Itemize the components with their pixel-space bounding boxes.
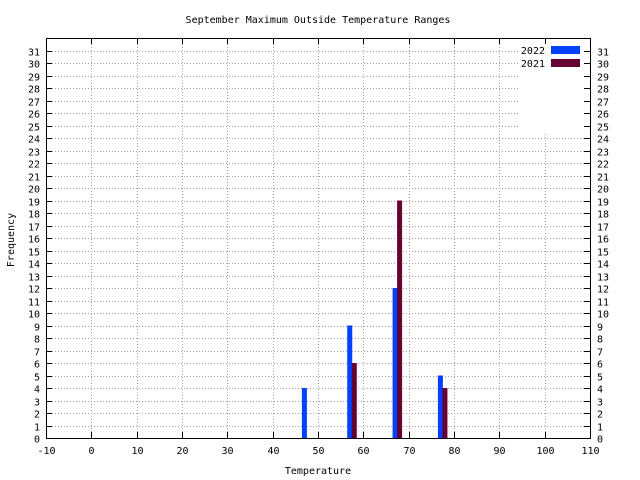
y-tick-label-right: 15 xyxy=(597,248,609,259)
y-tick-label: 12 xyxy=(28,285,40,296)
y-tick-label-right: 20 xyxy=(597,185,609,196)
y-tick-label-right: 10 xyxy=(597,310,609,321)
y-tick-label: 22 xyxy=(28,160,40,171)
y-tick-label-right: 21 xyxy=(597,173,609,184)
y-tick-label: 10 xyxy=(28,310,40,321)
x-tick-label: 50 xyxy=(312,446,324,457)
y-tick-label: 5 xyxy=(34,373,40,384)
bar-2022-77 xyxy=(437,375,443,438)
y-tick-label: 29 xyxy=(28,73,40,84)
y-tick-label-right: 23 xyxy=(597,148,609,159)
y-tick-label: 3 xyxy=(34,398,40,409)
y-tick-label-right: 8 xyxy=(597,335,603,346)
legend-background xyxy=(520,40,588,132)
grid xyxy=(46,38,590,438)
bar-2021-78 xyxy=(442,388,448,438)
x-tick-label: 90 xyxy=(493,446,505,457)
y-tick-label-right: 28 xyxy=(597,85,609,96)
y-tick-label-right: 9 xyxy=(597,323,603,334)
y-tick-label: 25 xyxy=(28,123,40,134)
x-tick-label: 80 xyxy=(448,446,460,457)
x-tick-label: 40 xyxy=(267,446,279,457)
bar-2021-68 xyxy=(397,200,403,438)
y-tick-label-right: 17 xyxy=(597,223,609,234)
y-tick-label-right: 22 xyxy=(597,160,609,171)
y-tick-label: 8 xyxy=(34,335,40,346)
y-tick-label-right: 4 xyxy=(597,385,603,396)
y-tick-label: 13 xyxy=(28,273,40,284)
y-tick-label-right: 2 xyxy=(597,410,603,421)
y-tick-label-right: 29 xyxy=(597,73,609,84)
y-tick-label-right: 0 xyxy=(597,435,603,446)
y-tick-label: 16 xyxy=(28,235,40,246)
y-tick-label: 6 xyxy=(34,360,40,371)
y-tick-label: 23 xyxy=(28,148,40,159)
y-tick-label: 15 xyxy=(28,248,40,259)
bars xyxy=(301,200,448,438)
y-tick-label-right: 30 xyxy=(597,60,609,71)
y-tick-label: 21 xyxy=(28,173,40,184)
y-tick-label-right: 14 xyxy=(597,260,609,271)
y-axis-label: Frequency xyxy=(6,213,17,267)
y-tick-label: 4 xyxy=(34,385,40,396)
y-tick-label: 17 xyxy=(28,223,40,234)
x-tick-label: -10 xyxy=(37,446,55,457)
legend-swatch xyxy=(551,59,580,67)
bar-2022-57 xyxy=(347,325,353,438)
y-tick-label: 11 xyxy=(28,298,40,309)
y-tick-label-right: 24 xyxy=(597,135,609,146)
x-tick-label: 70 xyxy=(403,446,415,457)
y-tick-label: 7 xyxy=(34,348,40,359)
y-tick-label: 14 xyxy=(28,260,40,271)
y-tick-label-right: 1 xyxy=(597,423,603,434)
y-tick-label: 24 xyxy=(28,135,40,146)
y-tick-label-right: 31 xyxy=(597,48,609,59)
y-tick-label: 31 xyxy=(28,48,40,59)
x-tick-label: 0 xyxy=(88,446,94,457)
y-tick-label-right: 6 xyxy=(597,360,603,371)
y-tick-label-right: 12 xyxy=(597,285,609,296)
y-tick-label: 0 xyxy=(34,435,40,446)
y-tick-label: 2 xyxy=(34,410,40,421)
y-tick-label-right: 16 xyxy=(597,235,609,246)
y-tick-label: 18 xyxy=(28,210,40,221)
y-tick-label: 30 xyxy=(28,60,40,71)
y-tick-label: 19 xyxy=(28,198,40,209)
legend-label: 2022 xyxy=(521,46,545,57)
legend-label: 2021 xyxy=(521,59,545,70)
x-axis-label: Temperature xyxy=(285,466,351,477)
x-tick-label: 30 xyxy=(221,446,233,457)
y-tick-label-right: 25 xyxy=(597,123,609,134)
y-tick-label-right: 7 xyxy=(597,348,603,359)
y-tick-label-right: 26 xyxy=(597,110,609,121)
bar-2021-58 xyxy=(351,363,357,438)
x-tick-label: 10 xyxy=(131,446,143,457)
x-tick-label: 20 xyxy=(176,446,188,457)
y-tick-label-right: 5 xyxy=(597,373,603,384)
y-tick-label-right: 19 xyxy=(597,198,609,209)
y-tick-label-right: 13 xyxy=(597,273,609,284)
bar-2022-47 xyxy=(301,388,307,438)
bar-2022-67 xyxy=(392,288,398,438)
y-tick-label: 9 xyxy=(34,323,40,334)
y-tick-label-right: 3 xyxy=(597,398,603,409)
y-tick-label-right: 27 xyxy=(597,98,609,109)
y-tick-label-right: 18 xyxy=(597,210,609,221)
x-tick-label: 100 xyxy=(536,446,554,457)
y-tick-label: 1 xyxy=(34,423,40,434)
y-tick-label: 27 xyxy=(28,98,40,109)
legend-swatch xyxy=(551,46,580,54)
x-tick-label: 110 xyxy=(581,446,599,457)
y-tick-label-right: 11 xyxy=(597,298,609,309)
x-tick-label: 60 xyxy=(357,446,369,457)
legend: 2022 2021 xyxy=(521,46,580,70)
y-tick-label: 28 xyxy=(28,85,40,96)
y-tick-label: 20 xyxy=(28,185,40,196)
chart-title: September Maximum Outside Temperature Ra… xyxy=(186,15,451,26)
y-tick-label: 26 xyxy=(28,110,40,121)
